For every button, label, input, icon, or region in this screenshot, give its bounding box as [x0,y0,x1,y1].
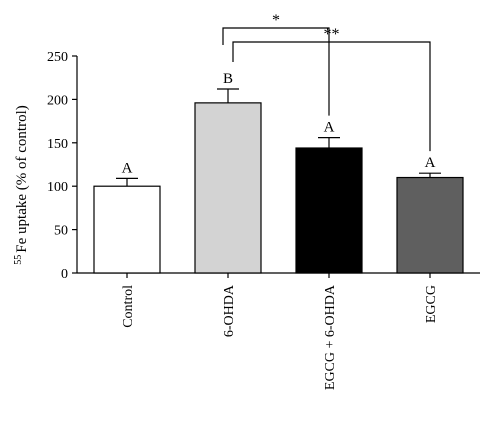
y-tick-label: 50 [54,224,68,239]
group-letter: A [425,155,436,171]
y-axis-label-superscript: 55 [13,255,24,265]
y-axis: 0 50 100 150 200 250 [47,50,78,282]
significance-label: * [272,12,280,29]
bar [295,147,363,274]
y-tick-label: 250 [47,50,68,65]
x-tick-label: 6-OHDA [222,284,237,337]
y-axis-label-text: Fe uptake (% of control) [14,105,30,252]
group-letters: A B A A [122,71,436,176]
y-tick-label: 0 [61,267,68,282]
bars [93,102,464,274]
significance-brackets: *** [222,12,431,152]
group-letter: A [324,120,335,136]
group-letter: A [122,160,133,176]
error-bars [116,88,441,187]
group-letter: B [223,71,233,87]
y-tick-label: 100 [47,180,68,195]
significance-label: ** [324,26,340,43]
x-axis: Control 6-OHDA EGCG + 6-OHDA EGCG [77,272,480,390]
significance-bracket [232,41,431,152]
x-tick-label: EGCG + 6-OHDA [323,284,338,390]
significance-bracket [222,27,330,116]
bar [194,102,262,274]
x-tick-label: Control [121,285,136,328]
bar [93,185,161,274]
y-tick-label: 200 [47,93,68,108]
bar [396,176,464,274]
y-tick-label: 150 [47,137,68,152]
y-axis-label: 55 Fe uptake (% of control) [13,105,31,264]
x-tick-label: EGCG [424,285,439,323]
